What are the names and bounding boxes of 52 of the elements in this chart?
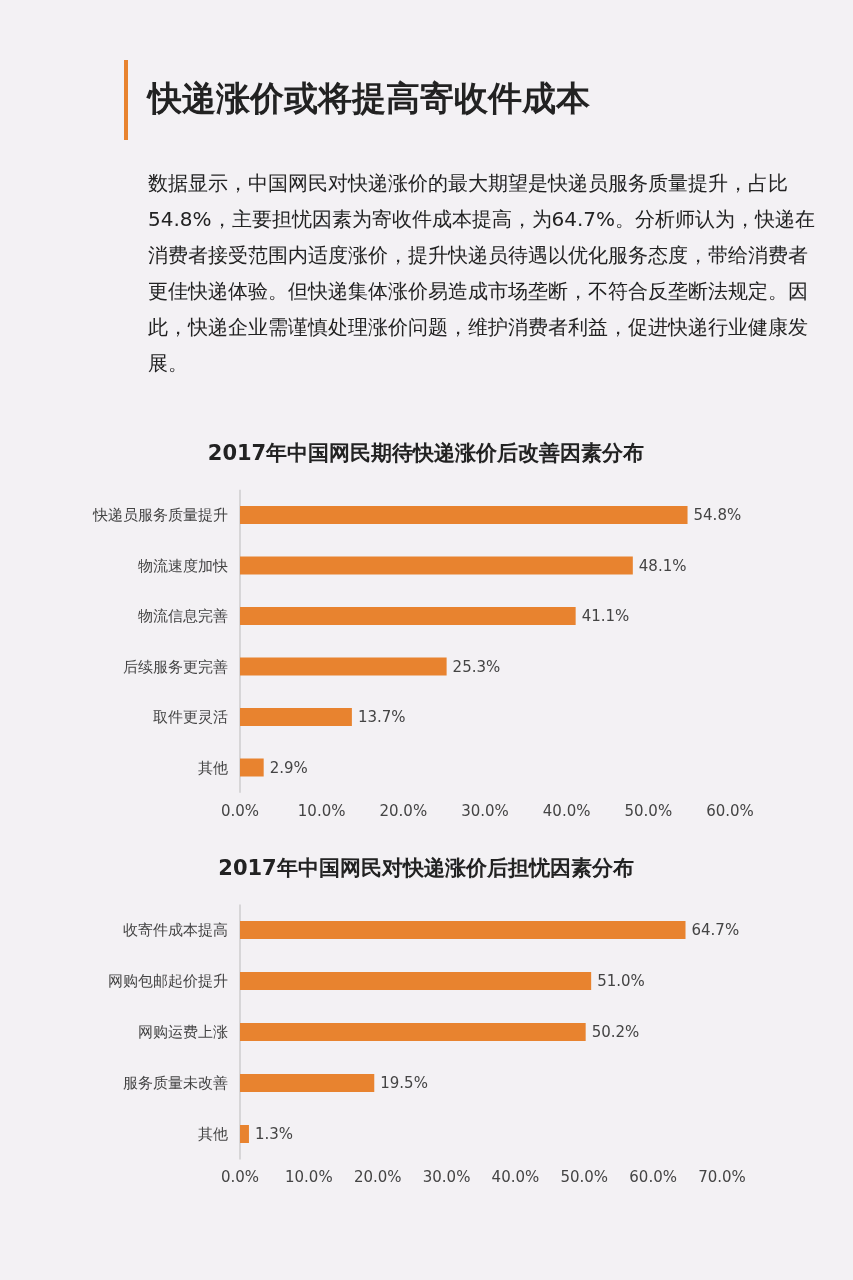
x-tick-label: 20.0% <box>379 801 428 820</box>
bar <box>240 607 576 625</box>
x-tick-label: 50.0% <box>624 801 673 820</box>
y-tick-label: 服务质量未改善 <box>123 1074 228 1093</box>
x-tick-label: 40.0% <box>542 801 591 820</box>
bar <box>240 1023 586 1041</box>
y-tick-label: 取件更灵活 <box>153 708 228 727</box>
x-tick-label: 30.0% <box>461 801 509 820</box>
x-tick-label: 20.0% <box>353 1168 402 1186</box>
y-tick-label: 快递员服务质量提升 <box>92 506 228 525</box>
y-tick-label: 网购运费上涨 <box>138 1023 228 1042</box>
bar <box>240 657 447 676</box>
x-tick-label: 60.0% <box>706 801 754 820</box>
y-tick-label: 其他 <box>198 1125 228 1144</box>
x-tick-label: 0.0% <box>220 801 260 820</box>
data-label: 2.9% <box>269 758 308 777</box>
data-label: 25.3% <box>452 657 501 676</box>
chart-title: 2017年中国网民对快递涨价后担忧因素分布 <box>218 856 634 880</box>
data-label: 1.3% <box>254 1125 294 1144</box>
x-tick-label: 0.0% <box>220 1168 260 1186</box>
y-tick-label: 后续服务更完善 <box>123 657 228 676</box>
bar <box>240 556 633 575</box>
data-label: 48.1% <box>638 556 687 575</box>
chart-title: 2017年中国网民期待快递涨价后改善因素分布 <box>207 441 645 465</box>
x-tick-label: 40.0% <box>491 1168 540 1186</box>
bar <box>240 506 688 524</box>
bar <box>240 1074 375 1092</box>
data-label: 50.2% <box>591 1023 640 1042</box>
y-tick-label: 物流速度加快 <box>138 556 228 575</box>
x-tick-label: 30.0% <box>422 1168 471 1186</box>
y-tick-label: 收寄件成本提高 <box>123 921 228 940</box>
data-label: 19.5% <box>380 1074 428 1093</box>
data-label: 41.1% <box>581 607 630 626</box>
data-label: 51.0% <box>597 972 645 991</box>
bar <box>240 1125 249 1143</box>
data-label: 64.7% <box>691 921 740 940</box>
y-tick-label: 网购包邮起价提升 <box>108 972 228 991</box>
bar <box>240 921 686 939</box>
y-tick-label: 其他 <box>198 758 228 777</box>
data-label: 54.8% <box>693 506 742 525</box>
x-tick-label: 10.0% <box>285 1168 333 1186</box>
bar <box>240 708 352 726</box>
x-tick-label: 60.0% <box>629 1168 677 1186</box>
x-tick-label: 50.0% <box>560 1168 609 1186</box>
bar <box>240 758 264 777</box>
text: 数据显示，中国网民对快递涨价的最大期望是快递员服务质量提升，占比54.8%，主要担忧因素为寄收件成本提高，为64.7%。分析师认为，快递在消费者接受范围内适度涨价，提升快递员待遇以优化服务态度，带给消费者更佳快递体验。但快递集体涨价易造成市场垄断，不符合反垄断法规定。因此，快递企业需谨慎处理涨价问题，维护消费者利益，促进快递行业健康发展。 <box>148 171 816 375</box>
y-tick-label: 物流信息完善 <box>138 607 228 626</box>
x-tick-label: 10.0% <box>297 801 346 820</box>
text: 快递涨价或将提高寄收件成本 <box>146 78 591 118</box>
x-tick-label: 70.0% <box>698 1168 746 1186</box>
data-label: 13.7% <box>357 708 406 727</box>
bar <box>240 972 592 990</box>
